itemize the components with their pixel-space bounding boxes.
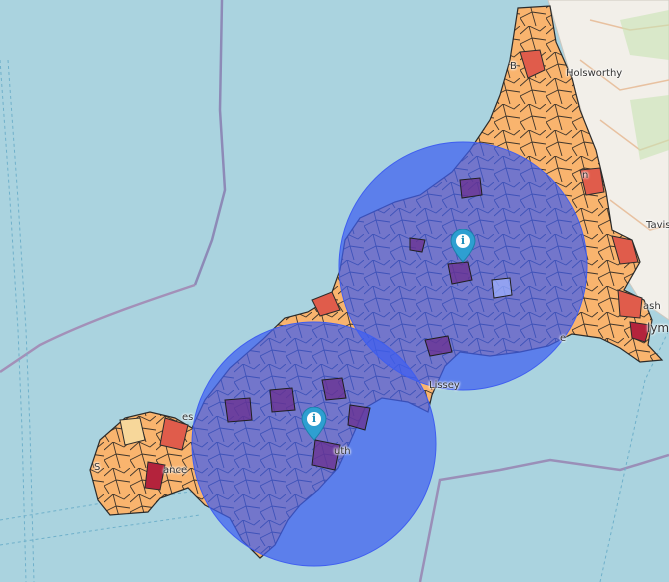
map-pin-icon: [450, 229, 476, 263]
purple-regions: [224, 177, 483, 471]
highlight-region: [491, 277, 513, 299]
map-pin-icon: [301, 407, 327, 441]
coverage-circle-south: [191, 321, 437, 567]
marker-south[interactable]: i: [301, 407, 327, 441]
coverage-circles: [191, 141, 588, 567]
marker-north[interactable]: i: [450, 229, 476, 263]
info-icon: i: [311, 412, 317, 425]
info-icon: i: [460, 234, 466, 247]
green-areas: [620, 10, 669, 160]
